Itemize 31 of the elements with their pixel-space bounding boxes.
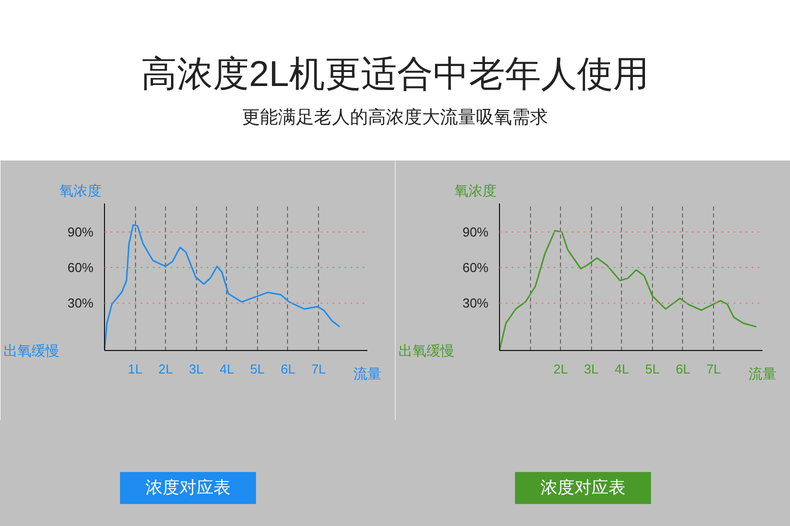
x-tick-label: 6L — [280, 362, 296, 376]
y-tick-label: 30% — [67, 296, 94, 311]
chart-subtitle: 更能满足老人的高浓度大流量吸氧需求 — [241, 106, 549, 130]
y-tick-label: 60% — [462, 260, 489, 276]
text: 浓度对应表 — [515, 472, 651, 504]
text: 出氧缓慢 — [398, 342, 454, 358]
x-tick-label: 5L — [645, 362, 660, 376]
x-tick-label: 4L — [614, 362, 630, 376]
line-series — [500, 230, 758, 350]
x-tick-label: 3L — [189, 362, 204, 376]
y-tick-label: 30% — [462, 296, 489, 311]
y-axis-title: 氧浓度 — [454, 182, 496, 198]
x-axis-title: 流量 — [748, 366, 776, 382]
line-series — [104, 224, 340, 350]
x-tick-label: 5L — [250, 362, 265, 376]
y-tick-label: 90% — [67, 224, 94, 240]
chart-title: 高浓度2L机更适合中老年人使用 — [140, 52, 650, 96]
text: 浓度对应表 — [120, 472, 256, 504]
x-tick-label: 4L — [220, 362, 234, 376]
x-tick-label: 7L — [706, 362, 721, 376]
x-tick-label: 1L — [128, 362, 142, 376]
x-tick-label: 2L — [158, 362, 173, 376]
x-tick-label: 2L — [553, 362, 568, 376]
x-tick-label: 3L — [584, 362, 598, 376]
text: 出氧缓慢 — [3, 342, 60, 358]
y-tick-label: 60% — [67, 260, 94, 276]
x-tick-label: 6L — [676, 362, 690, 376]
y-tick-label: 90% — [462, 224, 489, 240]
x-axis-title: 流量 — [354, 366, 382, 382]
y-axis-title: 氧浓度 — [60, 182, 102, 198]
x-tick-label: 7L — [311, 362, 326, 376]
